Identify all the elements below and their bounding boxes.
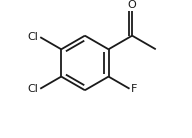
Text: Cl: Cl — [28, 32, 39, 42]
Text: O: O — [128, 0, 137, 10]
Text: Cl: Cl — [28, 84, 39, 94]
Text: F: F — [131, 84, 137, 94]
